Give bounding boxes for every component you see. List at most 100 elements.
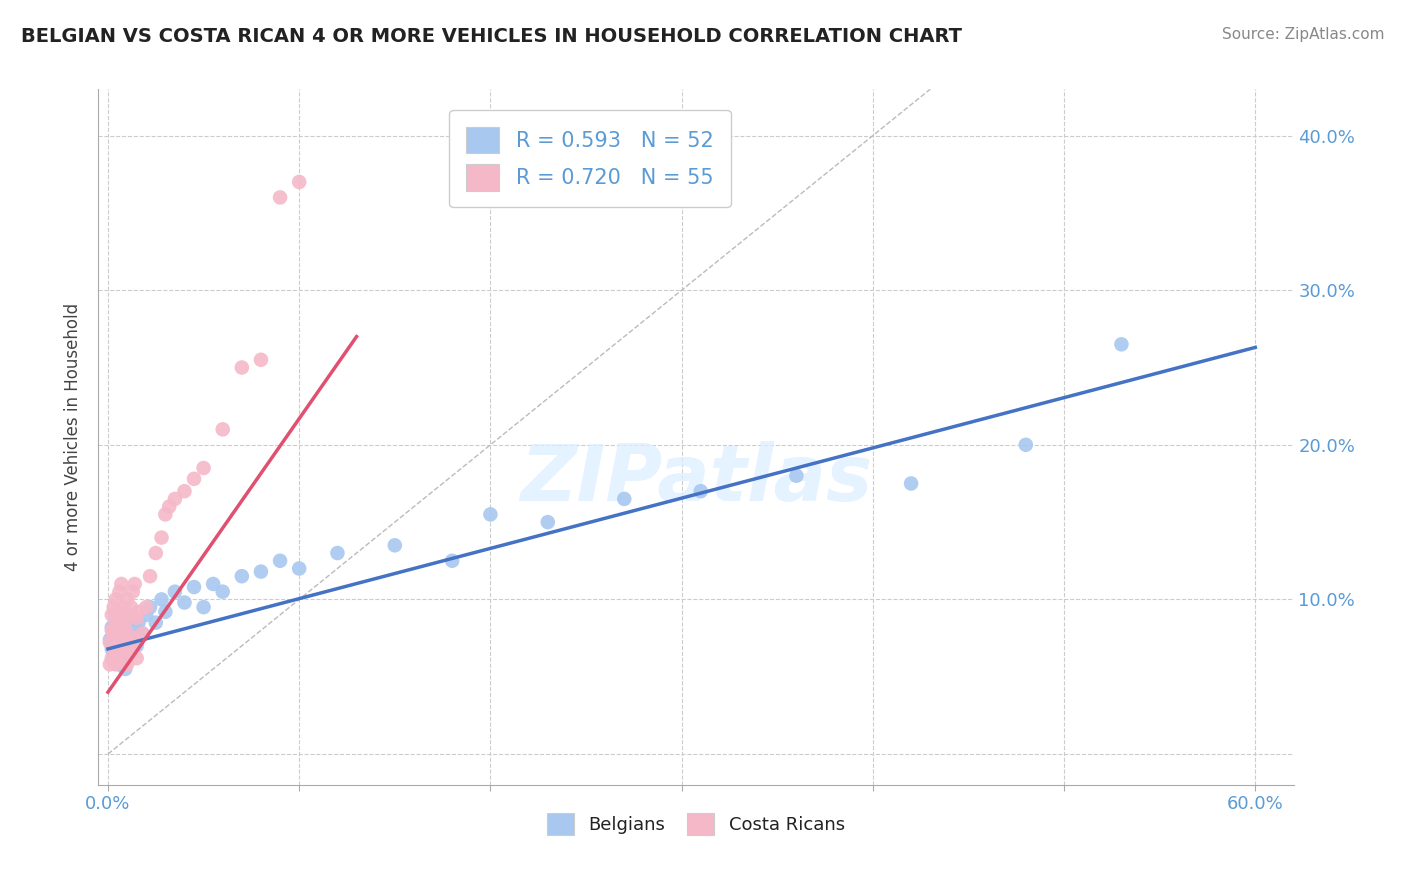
Point	[537, 515, 560, 529]
Point	[689, 484, 711, 499]
Point	[1015, 438, 1038, 452]
Point	[193, 600, 215, 615]
Point	[120, 600, 142, 615]
Point	[120, 641, 142, 656]
Point	[163, 491, 186, 506]
Point	[135, 600, 157, 615]
Point	[121, 584, 143, 599]
Point	[150, 531, 173, 545]
Point	[202, 577, 225, 591]
Point	[115, 657, 138, 672]
Point	[114, 662, 136, 676]
Point	[155, 508, 177, 522]
Point	[120, 636, 142, 650]
Point	[139, 569, 162, 583]
Point	[114, 639, 136, 653]
Y-axis label: 4 or more Vehicles in Household: 4 or more Vehicles in Household	[65, 303, 83, 571]
Point	[101, 641, 124, 656]
Point	[114, 624, 136, 639]
Point	[107, 605, 129, 619]
Point	[101, 607, 124, 622]
Point	[124, 577, 146, 591]
Point	[479, 508, 502, 522]
Point	[250, 565, 273, 579]
Point	[128, 615, 150, 630]
Point	[128, 605, 150, 619]
Point	[108, 584, 131, 599]
Point	[110, 577, 132, 591]
Point	[135, 607, 157, 622]
Point	[104, 657, 127, 672]
Point	[103, 600, 125, 615]
Point	[1111, 337, 1133, 351]
Point	[121, 630, 143, 644]
Point	[98, 657, 121, 672]
Point	[118, 636, 141, 650]
Point	[107, 624, 129, 638]
Point	[115, 611, 138, 625]
Point	[145, 615, 167, 630]
Text: BELGIAN VS COSTA RICAN 4 OR MORE VEHICLES IN HOUSEHOLD CORRELATION CHART: BELGIAN VS COSTA RICAN 4 OR MORE VEHICLE…	[21, 27, 962, 45]
Point	[131, 626, 153, 640]
Point	[163, 584, 186, 599]
Point	[173, 595, 195, 609]
Point	[107, 636, 129, 650]
Point	[103, 647, 125, 661]
Point	[112, 618, 135, 632]
Point	[900, 476, 922, 491]
Point	[785, 468, 807, 483]
Point	[115, 592, 138, 607]
Point	[107, 620, 129, 634]
Point	[183, 580, 205, 594]
Point	[288, 561, 311, 575]
Point	[101, 624, 124, 638]
Point	[104, 654, 127, 668]
Point	[269, 190, 291, 204]
Point	[250, 352, 273, 367]
Point	[131, 626, 153, 640]
Point	[125, 651, 148, 665]
Point	[108, 657, 131, 672]
Point	[326, 546, 349, 560]
Point	[104, 592, 127, 607]
Point	[98, 632, 121, 647]
Point	[108, 654, 131, 668]
Point	[110, 651, 132, 665]
Point	[288, 175, 311, 189]
Point	[121, 641, 143, 656]
Point	[98, 636, 121, 650]
Point	[173, 484, 195, 499]
Point	[145, 546, 167, 560]
Point	[110, 611, 132, 625]
Point	[101, 651, 124, 665]
Point	[118, 647, 141, 661]
Text: ZIPatlas: ZIPatlas	[520, 441, 872, 516]
Point	[108, 631, 131, 645]
Point	[125, 639, 148, 653]
Point	[112, 624, 135, 638]
Point	[110, 641, 132, 656]
Text: Source: ZipAtlas.com: Source: ZipAtlas.com	[1222, 27, 1385, 42]
Point	[125, 611, 148, 625]
Point	[183, 472, 205, 486]
Point	[231, 569, 253, 583]
Point	[115, 647, 138, 661]
Point	[124, 631, 146, 645]
Point	[150, 592, 173, 607]
Point	[613, 491, 636, 506]
Point	[112, 640, 135, 655]
Point	[124, 620, 146, 634]
Point	[139, 600, 162, 615]
Point	[155, 605, 177, 619]
Point	[441, 554, 464, 568]
Point	[118, 607, 141, 622]
Point	[114, 615, 136, 630]
Point	[108, 614, 131, 628]
Point	[103, 641, 125, 656]
Point	[103, 626, 125, 640]
Point	[112, 651, 135, 665]
Point	[231, 360, 253, 375]
Point	[112, 600, 135, 615]
Point	[110, 631, 132, 645]
Point	[104, 607, 127, 622]
